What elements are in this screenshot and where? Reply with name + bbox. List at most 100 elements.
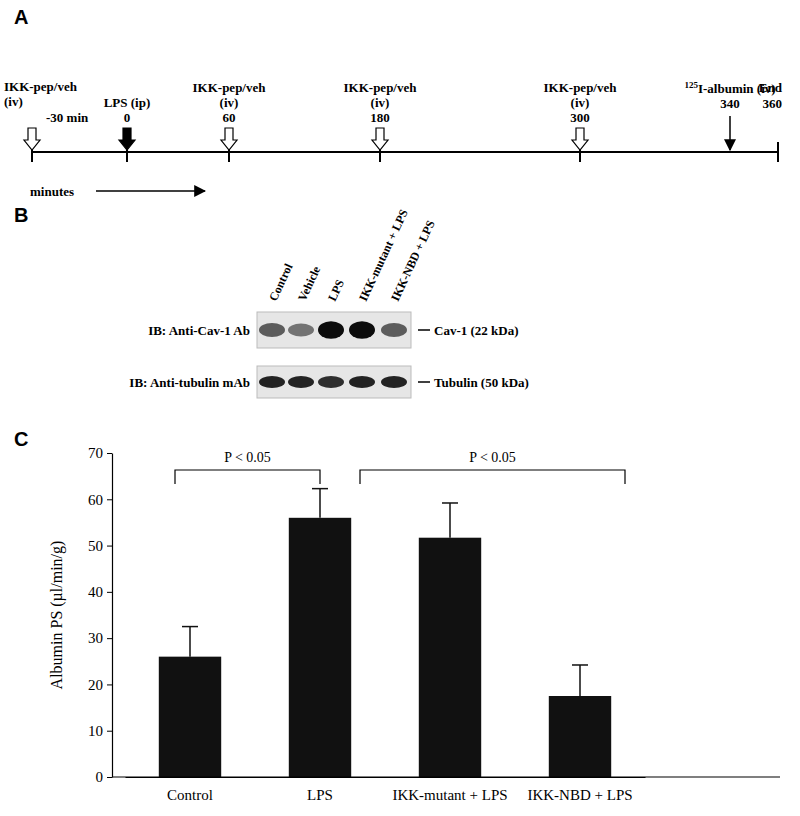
- band: [259, 376, 285, 388]
- band: [381, 323, 407, 337]
- x-tick: Control: [167, 777, 213, 803]
- significance-label: P < 0.05: [224, 450, 271, 465]
- error-line: [449, 503, 451, 538]
- end-time: 360: [763, 96, 783, 111]
- error-bar: [312, 489, 328, 518]
- x-tick-label: Control: [167, 787, 213, 803]
- event-time: -30 min: [46, 110, 89, 125]
- arrow: [221, 128, 237, 150]
- y-tick: 70: [88, 445, 112, 461]
- antibody-label: IB: Anti-tubulin mAb: [129, 375, 250, 390]
- y-tick-label: 20: [88, 677, 103, 693]
- error-cap: [182, 626, 198, 628]
- timeline-axis: [32, 151, 778, 153]
- x-tick-label: IKK-NBD + LPS: [527, 787, 632, 803]
- y-axis: 0 10 20 30 40 50 60 70: [88, 445, 113, 785]
- event-label-sup: 125: [684, 80, 698, 90]
- bar: [159, 657, 221, 777]
- y-tick-mark: [107, 546, 112, 547]
- band-label: Tubulin (50 kDa): [434, 375, 529, 390]
- band-marker: [418, 329, 430, 331]
- panel-label: A: [14, 6, 28, 28]
- y-tick-label: 50: [88, 538, 103, 554]
- y-axis-title: Albumin PS (µl/min/g): [48, 541, 66, 690]
- y-tick-mark: [107, 592, 112, 593]
- arrow: [372, 128, 388, 150]
- y-tick-label: 10: [88, 723, 103, 739]
- y-axis-line: [112, 454, 113, 778]
- y-tick-label: 0: [96, 769, 104, 785]
- event-label: IKK-pep/veh: [193, 80, 267, 95]
- timeline: -30 minIKK-pep/veh(iv)0LPS (ip)60IKK-pep…: [4, 79, 783, 199]
- lane-label: Control: [266, 261, 296, 304]
- event-label: (iv): [571, 95, 590, 110]
- y-tick: 20: [88, 677, 112, 693]
- axis-label: minutes: [30, 184, 74, 199]
- error-cap: [572, 664, 588, 666]
- band: [318, 321, 344, 339]
- event-time: 0: [124, 110, 131, 125]
- significance-bracket: [360, 470, 625, 484]
- bar: [549, 696, 611, 777]
- y-tick-label: 60: [88, 492, 103, 508]
- event-time: 300: [570, 110, 590, 125]
- x-tick-label: LPS: [307, 787, 333, 803]
- axis-arrow: [96, 190, 205, 192]
- y-tick: 40: [88, 584, 112, 600]
- error-cap: [442, 502, 458, 504]
- y-tick-label: 70: [88, 445, 103, 461]
- bar: [289, 518, 351, 777]
- error-line: [579, 665, 581, 696]
- significance-label: P < 0.05: [469, 450, 516, 465]
- error-cap: [312, 488, 328, 490]
- lane-label: IKK-NBD + LPS: [388, 218, 438, 304]
- y-tick-label: 40: [88, 584, 103, 600]
- antibody-label: IB: Anti-Cav-1 Ab: [148, 323, 250, 338]
- arrow: [24, 128, 40, 150]
- x-tick-label: IKK-mutant + LPS: [392, 787, 507, 803]
- event-label: (iv): [220, 95, 239, 110]
- x-axis: Control LPS IKK-mutant + LPS IKK-NBD + LPS: [126, 777, 646, 803]
- event-label: IKK-pep/veh: [344, 80, 418, 95]
- error-line: [319, 489, 321, 518]
- event-time: 180: [370, 110, 390, 125]
- y-tick-mark: [107, 638, 112, 639]
- event-label: (iv): [4, 94, 23, 109]
- error-bar: [572, 665, 588, 696]
- y-tick: 60: [88, 492, 112, 508]
- x-tick: IKK-NBD + LPS: [527, 777, 632, 803]
- western-blot: ControlVehicleLPSIKK-mutant + LPSIKK-NBD…: [129, 207, 529, 398]
- event-time: 60: [223, 110, 236, 125]
- panel-label: B: [14, 204, 28, 226]
- x-tick: LPS: [307, 777, 333, 803]
- y-tick-label: 30: [88, 630, 103, 646]
- band: [288, 376, 314, 388]
- y-tick: 10: [88, 723, 112, 739]
- y-tick: 30: [88, 630, 112, 646]
- band: [318, 376, 344, 388]
- timeline-tick: [777, 142, 779, 162]
- blot-strip: [257, 366, 411, 398]
- bar-chart: 0 10 20 30 40 50 60 70 Control LPS IKK-mutant + LP…: [48, 445, 780, 802]
- event-label: LPS (ip): [104, 95, 151, 110]
- y-tick-mark: [107, 731, 112, 732]
- bars: [159, 489, 611, 777]
- bar: [419, 538, 481, 777]
- event-label: IKK-pep/veh: [544, 80, 618, 95]
- end-label: End: [759, 80, 783, 95]
- y-tick: 50: [88, 538, 112, 554]
- band-marker: [418, 381, 430, 383]
- band: [381, 376, 407, 388]
- y-tick-mark: [107, 777, 112, 778]
- x-axis-domain: [126, 777, 646, 778]
- arrow: [729, 116, 731, 150]
- y-tick-mark: [107, 499, 112, 500]
- error-bar: [442, 503, 458, 538]
- y-tick-mark: [107, 453, 112, 454]
- y-tick-mark: [107, 684, 112, 685]
- x-tick: IKK-mutant + LPS: [392, 777, 507, 803]
- event-label: (iv): [371, 95, 390, 110]
- lane-label: Vehicle: [295, 263, 324, 303]
- band: [349, 321, 375, 339]
- arrow: [572, 128, 588, 150]
